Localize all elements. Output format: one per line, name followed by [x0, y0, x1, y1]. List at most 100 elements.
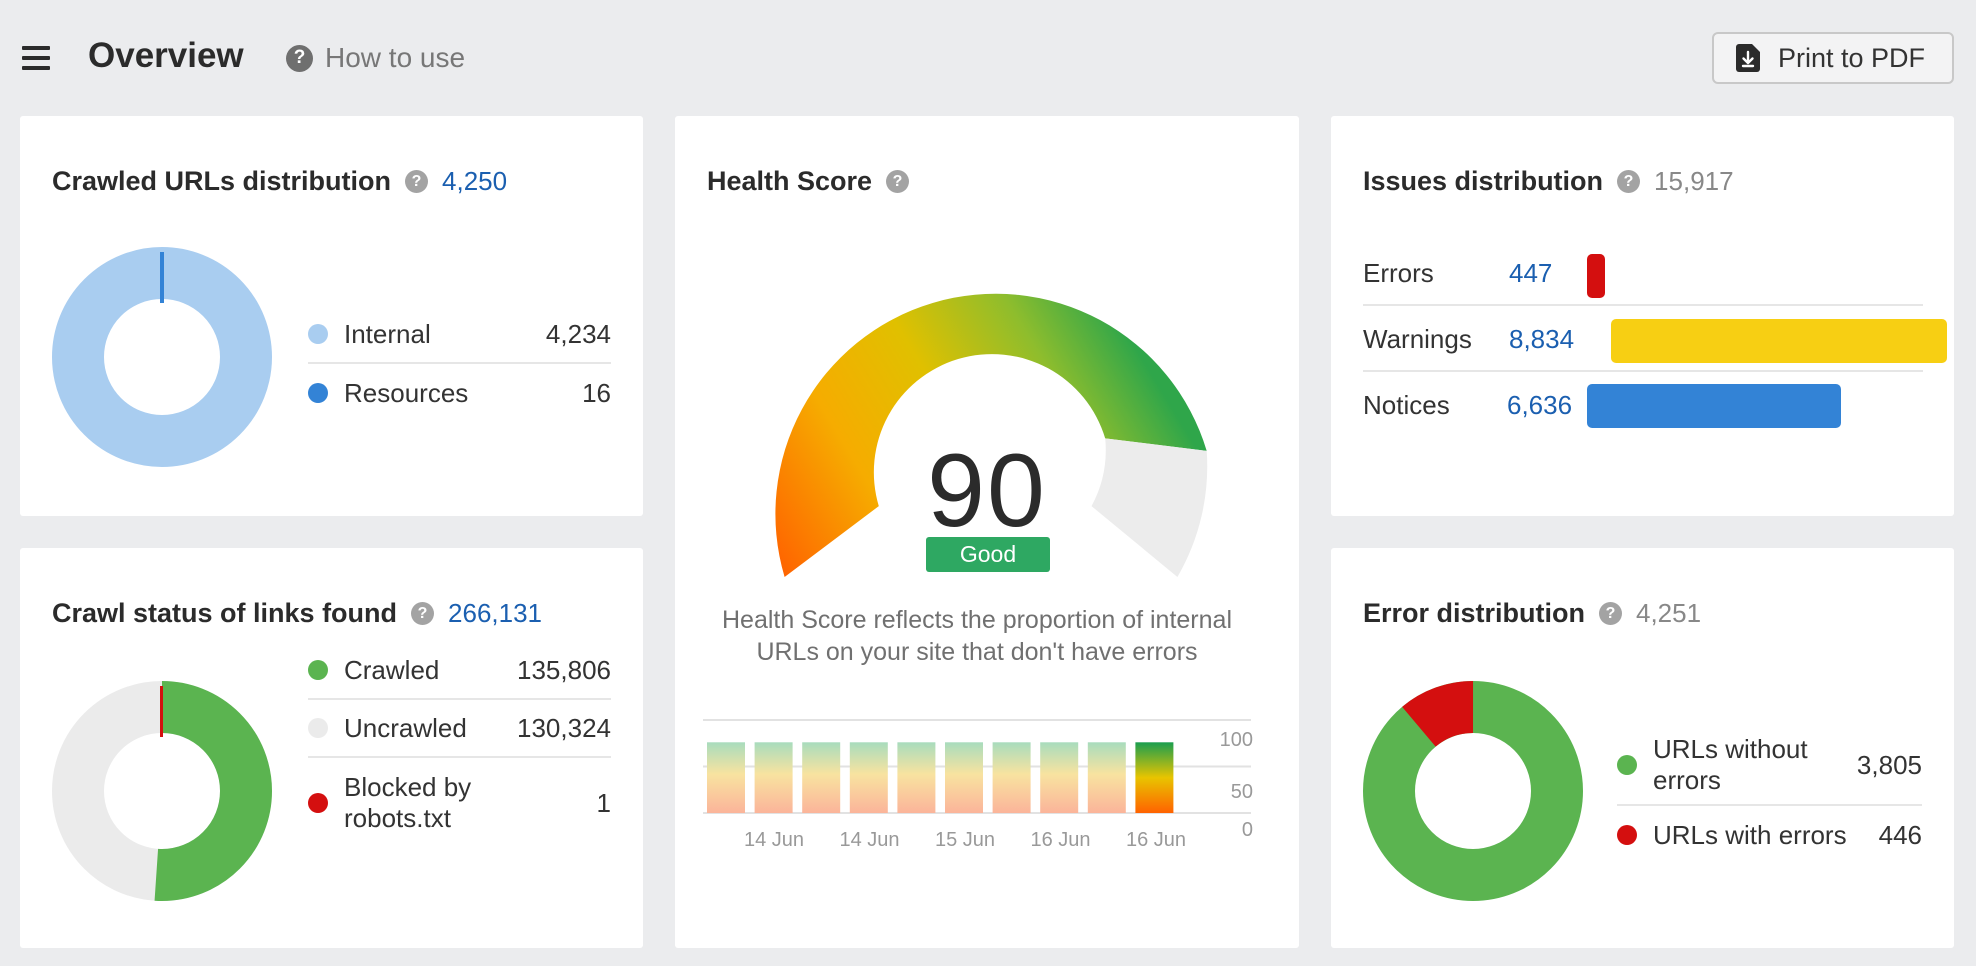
issues-distribution-card: Issues distribution ? 15,917 Errors 447 …	[1331, 116, 1954, 516]
legend-item-crawled[interactable]: Crawled 135,806	[308, 642, 611, 700]
how-to-use-label: How to use	[325, 42, 466, 73]
issue-label: Notices	[1363, 390, 1450, 420]
issue-row-warnings[interactable]: Warnings 8,834	[1363, 308, 1947, 372]
gauge-remaining-arc	[1091, 438, 1208, 577]
legend-label: Uncrawled	[344, 712, 467, 743]
history-bar[interactable]	[1135, 742, 1174, 813]
crawled-urls-card: Crawled URLs distribution ? 4,250 Intern…	[20, 116, 643, 516]
health-score-card: Health Score ? 90 Good Health Score refl…	[675, 116, 1299, 948]
issue-label: Warnings	[1363, 324, 1472, 354]
legend-label: Crawled	[344, 654, 440, 685]
legend-dot	[308, 718, 328, 738]
legend-label: Resources	[344, 377, 469, 408]
health-score-description: Health Score reflects the proportion of …	[722, 606, 1232, 666]
legend-dot	[308, 660, 328, 680]
history-bar[interactable]	[1040, 742, 1079, 813]
history-bar[interactable]	[849, 742, 888, 813]
crawl-status-legend: Crawled 135,806 Uncrawled 130,324 Blocke…	[308, 642, 611, 848]
crawl-status-card: Crawl status of links found ? 266,131 Cr…	[20, 548, 643, 948]
issues-distribution-title: Issues distribution	[1363, 166, 1604, 196]
gauge-score-arc	[775, 293, 1207, 577]
legend-label: URLs with errors	[1653, 819, 1847, 850]
error-distribution-count: 4,251	[1636, 598, 1702, 628]
health-score-value: 90	[927, 433, 1047, 549]
error-distribution-title: Error distribution	[1363, 598, 1585, 628]
legend-dot	[308, 324, 328, 344]
history-bar[interactable]	[897, 742, 936, 813]
history-bar[interactable]	[992, 742, 1031, 813]
legend-dot	[308, 383, 328, 403]
legend-value: 1	[596, 787, 611, 818]
help-icon[interactable]: ?	[886, 170, 910, 193]
legend-value: 135,806	[517, 654, 611, 685]
y-tick-label: 100	[1220, 729, 1253, 751]
legend-item-internal[interactable]: Internal 4,234	[308, 306, 611, 364]
help-icon[interactable]: ?	[411, 602, 435, 625]
legend-item-blocked[interactable]: Blocked by robots.txt 1	[308, 758, 611, 848]
pdf-download-icon	[1736, 44, 1760, 72]
legend-item-with-errors[interactable]: URLs with errors 446	[1617, 806, 1922, 864]
crawled-urls-count[interactable]: 4,250	[442, 166, 508, 196]
history-bar[interactable]	[802, 742, 841, 813]
history-bar[interactable]	[1087, 742, 1126, 813]
issue-bar-errors	[1587, 254, 1605, 298]
help-icon[interactable]: ?	[1599, 602, 1622, 625]
legend-item-without-errors[interactable]: URLs without errors 3,805	[1617, 726, 1922, 806]
x-tick-label: 16 Jun	[1126, 829, 1186, 851]
error-distribution-donut	[1363, 681, 1583, 901]
legend-label: URLs without errors	[1653, 734, 1808, 795]
health-score-title: Health Score	[707, 166, 873, 196]
donut-segment-blocked[interactable]	[160, 686, 163, 737]
history-bar[interactable]	[754, 742, 793, 813]
legend-dot	[1617, 825, 1637, 845]
history-bar[interactable]	[945, 742, 983, 813]
legend-dot	[1617, 755, 1637, 775]
crawled-urls-donut	[52, 247, 272, 467]
x-tick-label: 14 Jun	[839, 829, 899, 851]
crawl-status-title: Crawl status of links found	[52, 598, 398, 628]
y-tick-label: 50	[1231, 781, 1253, 803]
y-tick-label: 0	[1242, 819, 1253, 841]
health-status-badge: Good	[926, 537, 1050, 572]
page-title: Overview	[88, 36, 244, 75]
legend-value: 16	[582, 377, 611, 408]
legend-value: 3,805	[1856, 749, 1922, 780]
x-tick-label: 15 Jun	[935, 829, 995, 851]
crawl-status-count[interactable]: 266,131	[448, 598, 543, 628]
x-tick-label: 16 Jun	[1030, 829, 1090, 851]
legend-label: Blocked by robots.txt	[344, 772, 472, 833]
crawled-urls-legend: Internal 4,234 Resources 16	[308, 306, 611, 422]
x-tick-label: 14 Jun	[744, 829, 804, 851]
print-to-pdf-button[interactable]: Print to PDF	[1712, 32, 1954, 84]
issue-bar-warnings	[1611, 319, 1947, 363]
legend-value: 4,234	[545, 318, 611, 349]
history-bar[interactable]	[707, 742, 745, 813]
issues-total-count: 15,917	[1654, 166, 1734, 196]
issue-value[interactable]: 8,834	[1509, 324, 1575, 354]
legend-dot	[308, 793, 328, 813]
help-icon[interactable]: ?	[1617, 170, 1641, 193]
issue-row-errors[interactable]: Errors 447	[1363, 242, 1923, 306]
legend-value: 446	[1878, 819, 1922, 850]
error-distribution-legend: URLs without errors 3,805 URLs with erro…	[1617, 726, 1922, 864]
top-bar: Overview ? How to use Print to PDF	[0, 0, 1976, 116]
legend-item-uncrawled[interactable]: Uncrawled 130,324	[308, 700, 611, 758]
issue-value[interactable]: 6,636	[1507, 390, 1573, 420]
donut-segment-resources[interactable]	[160, 252, 164, 303]
issue-label: Errors	[1363, 258, 1434, 288]
legend-value: 130,324	[517, 712, 611, 743]
hamburger-menu-icon[interactable]	[20, 44, 52, 72]
crawl-status-donut	[52, 681, 272, 901]
help-icon[interactable]: ?	[405, 170, 429, 193]
help-icon: ?	[286, 44, 313, 72]
print-button-label: Print to PDF	[1778, 42, 1926, 73]
crawled-urls-title: Crawled URLs distribution	[52, 166, 392, 196]
how-to-use-link[interactable]: ? How to use	[286, 42, 465, 74]
issue-bar-notices	[1587, 384, 1841, 428]
health-score-history-chart: 100 50 0 14 Jun 14 Jun 15 Jun 16 Jun 16 Jun	[703, 719, 1253, 851]
legend-item-resources[interactable]: Resources 16	[308, 364, 611, 422]
health-score-gauge	[775, 293, 1208, 577]
issue-row-notices[interactable]: Notices 6,636	[1363, 374, 1923, 438]
issue-value[interactable]: 447	[1509, 258, 1553, 288]
error-distribution-card: Error distribution ? 4,251 URLs without …	[1331, 548, 1954, 948]
